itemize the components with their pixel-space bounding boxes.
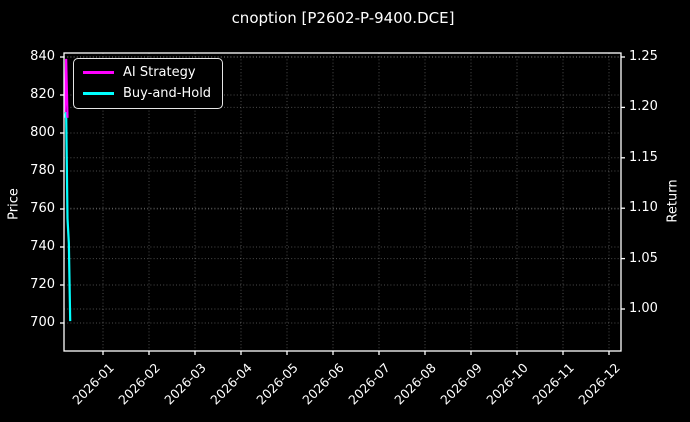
y-tick-label-price: 820 (30, 87, 55, 102)
legend: AI Strategy Buy-and-Hold (73, 58, 224, 109)
y-tick-label-price: 740 (30, 239, 55, 254)
buy-and-hold-line-swatch (83, 92, 114, 95)
y-tick-label-return: 1.25 (629, 49, 658, 64)
y-tick-label-price: 720 (30, 277, 55, 292)
series-line-buy-and-hold (63, 111, 72, 322)
y-tick-label-return: 1.20 (629, 99, 658, 115)
y-tick-label-return: 1.15 (629, 149, 658, 165)
y-tick-label-return: 1.10 (629, 200, 658, 216)
y-tick-label-price: 840 (30, 49, 55, 64)
y-tick-label-price: 700 (30, 315, 55, 330)
ai-strategy-line-swatch (83, 71, 114, 74)
return-axis-label: Return (665, 179, 681, 223)
legend-label-ai-strategy: AI Strategy (123, 65, 196, 80)
y-tick-label-return: 1.00 (629, 301, 658, 316)
plot-border (63, 52, 622, 352)
y-tick-label-price: 780 (30, 163, 55, 178)
series-line-ai-strategy (63, 58, 69, 118)
y-tick-label-price: 760 (30, 201, 55, 216)
y-tick-label-price: 800 (30, 125, 55, 140)
legend-item-ai-strategy: AI Strategy (83, 64, 211, 81)
legend-label-buy-and-hold: Buy-and-Hold (123, 86, 212, 101)
legend-item-buy-and-hold: Buy-and-Hold (83, 85, 211, 102)
y-tick-label-return: 1.05 (629, 250, 658, 266)
chart-title: cnoption [P2602-P-9400.DCE] (231, 9, 455, 27)
